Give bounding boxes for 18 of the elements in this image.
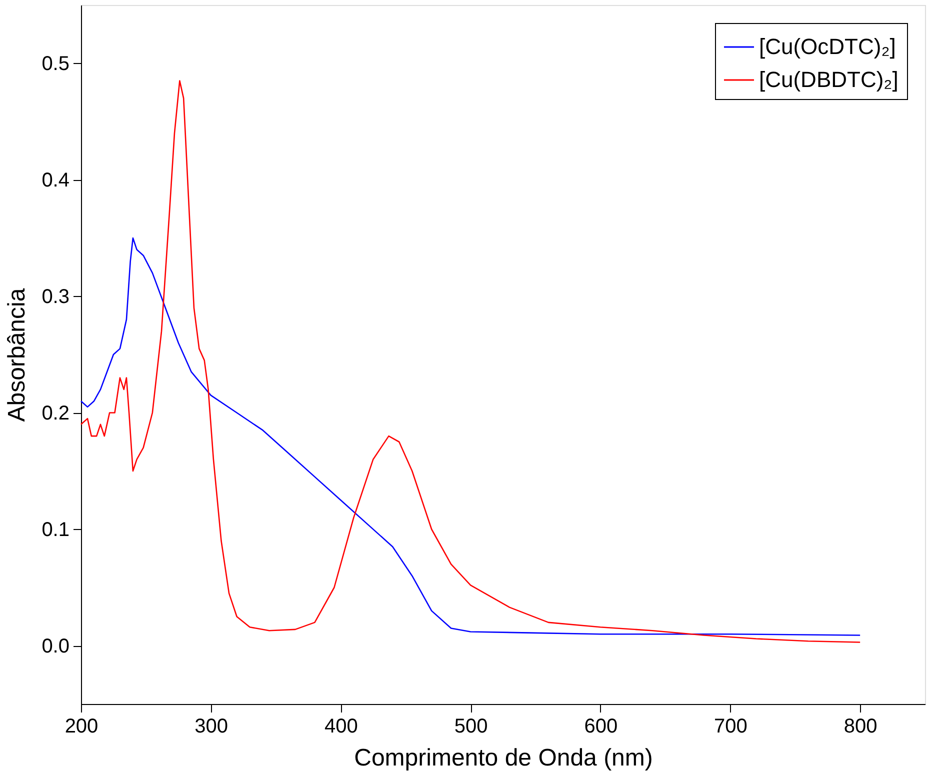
legend-label: [Cu(OcDTC)₂]	[759, 34, 896, 59]
x-tick-label: 400	[324, 716, 358, 738]
x-tick-label: 500	[454, 716, 488, 738]
y-tick-label: 0.5	[42, 52, 70, 75]
y-tick-label: 0.0	[42, 635, 70, 658]
y-tick-label: 0.3	[42, 286, 70, 308]
x-tick-label: 200	[64, 716, 98, 738]
line-series	[80, 237, 861, 636]
x-axis-title: Comprimento de Onda (nm)	[354, 744, 653, 772]
y-tick-label: 0.2	[42, 402, 70, 424]
x-tick-label: 600	[584, 716, 618, 738]
legend-label: [Cu(DBDTC)₂]	[759, 67, 898, 92]
x-tick-label: 300	[194, 716, 228, 738]
x-tick-label: 700	[714, 716, 748, 738]
y-tick-label: 0.1	[42, 518, 70, 541]
y-tick-label: 0.4	[42, 169, 70, 192]
y-axis-title: Absorbância	[4, 288, 31, 422]
x-tick-label: 800	[844, 716, 878, 738]
